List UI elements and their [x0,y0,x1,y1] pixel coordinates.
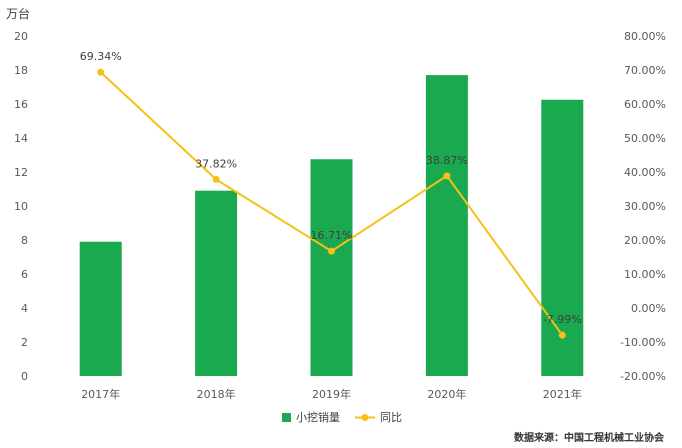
left-tick-label: 14 [14,132,28,145]
right-tick-label: 0.00% [631,302,666,315]
right-tick-label: 70.00% [624,64,666,77]
data-label: 38.87% [426,154,468,167]
left-tick-label: 16 [14,98,28,111]
legend: 小挖销量 同比 [282,410,402,424]
data-labels: 69.34% 37.82% 16.71% 38.87% -7.99% [80,50,582,326]
legend-label-bar: 小挖销量 [296,410,340,424]
right-tick-label: 40.00% [624,166,666,179]
left-tick-label: 20 [14,30,28,43]
left-tick-label: 6 [21,268,28,281]
legend-label-line: 同比 [380,411,402,424]
right-tick-label: 20.00% [624,234,666,247]
left-tick-label: 10 [14,200,28,213]
line-point [443,172,451,180]
right-tick-label: 10.00% [624,268,666,281]
line-point [328,247,335,255]
legend-swatch-marker [361,414,369,421]
right-tick-label: 30.00% [624,200,666,213]
source-note: 数据来源：中国工程机械工业协会 [514,431,664,444]
x-tick-label: 2019年 [312,387,351,401]
bar [541,99,584,376]
x-tick-label: 2018年 [197,387,236,401]
left-tick-label: 8 [21,234,28,247]
x-axis-ticks: 2017年 2018年 2019年 2020年 2021年 [81,387,582,401]
left-axis-unit: 万台 [6,6,30,21]
bar [195,190,238,376]
left-tick-label: 18 [14,64,28,77]
legend-swatch-bar [282,413,291,422]
data-label: 16.71% [311,229,353,242]
line-series [97,68,566,339]
x-tick-label: 2020年 [427,387,466,401]
data-label: 37.82% [195,157,237,170]
left-axis-ticks: 0 2 4 6 8 10 12 14 16 18 20 [14,30,28,383]
bar-series [79,75,584,376]
left-tick-label: 4 [21,302,28,315]
left-tick-label: 12 [14,166,28,179]
x-tick-label: 2021年 [543,387,582,401]
right-tick-label: 60.00% [624,98,666,111]
line-point [212,175,220,183]
right-axis-ticks: -20.00% -10.00% 0.00% 10.00% 20.00% 30.00% 40.… [620,30,666,383]
data-label: 69.34% [80,50,122,63]
data-label: -7.99% [543,313,582,326]
x-tick-label: 2017年 [81,387,120,401]
bar [79,241,122,376]
right-tick-label: -10.00% [620,336,666,349]
left-tick-label: 0 [21,370,28,383]
right-tick-label: 50.00% [624,132,666,145]
right-tick-label: 80.00% [624,30,666,43]
line-point [558,331,566,339]
bar [425,75,468,376]
line-point [97,68,105,76]
left-tick-label: 2 [21,336,28,349]
bar [310,159,353,376]
right-tick-label: -20.00% [620,370,666,383]
